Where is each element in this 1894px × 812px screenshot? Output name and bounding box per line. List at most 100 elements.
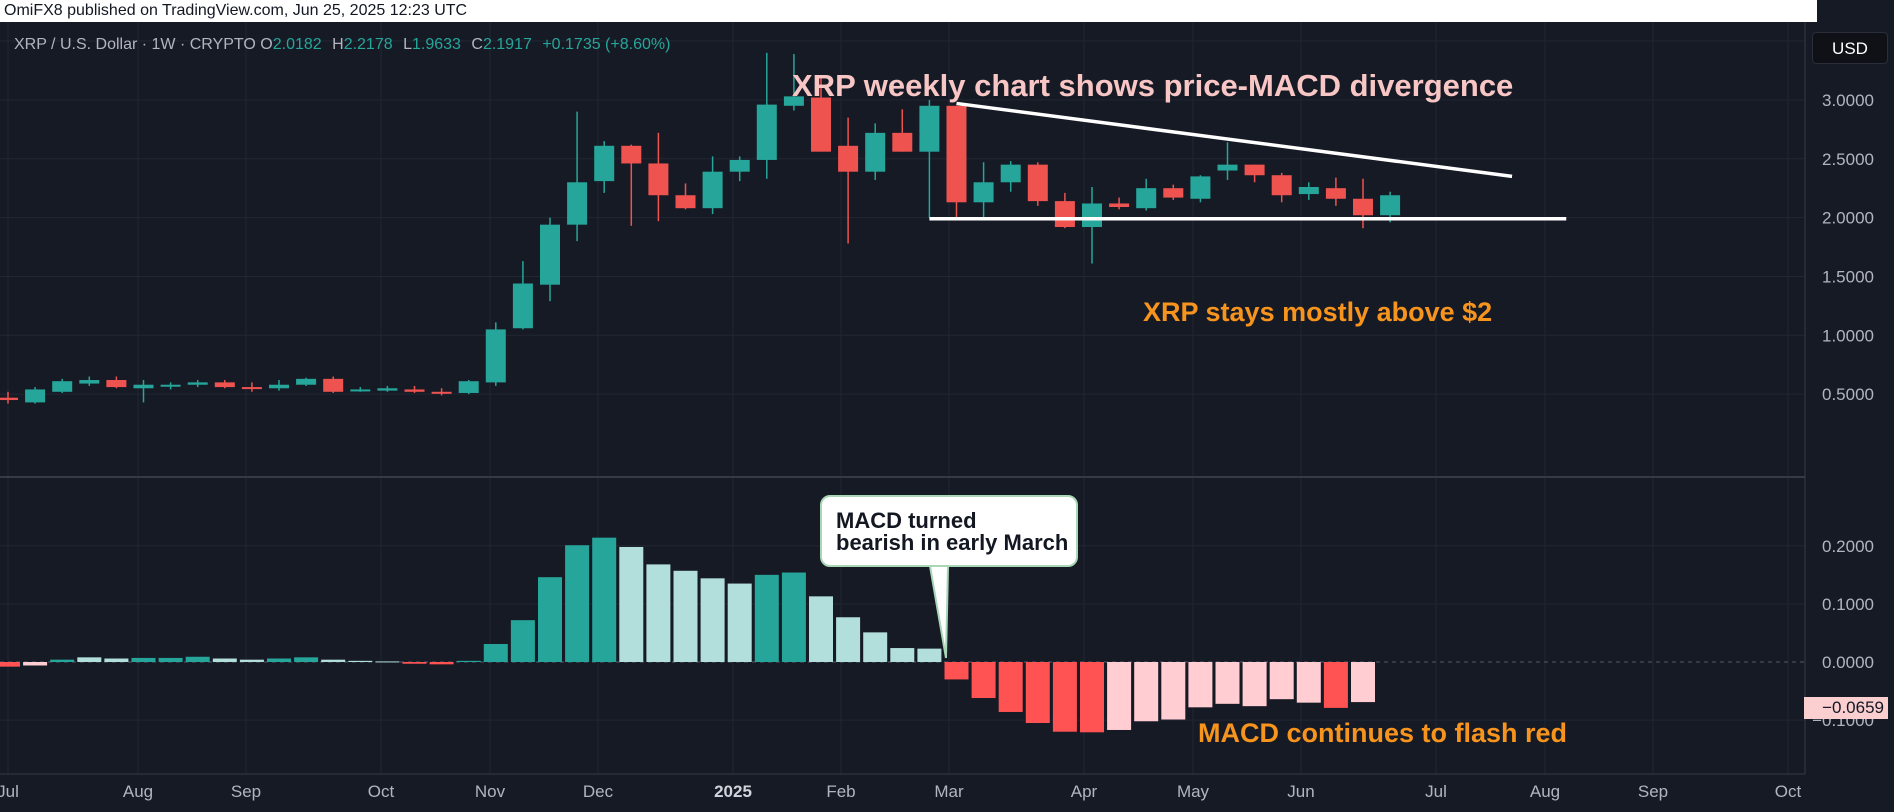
candle — [350, 387, 371, 392]
change-value: +0.1735 (+8.60%) — [542, 36, 671, 53]
candle-body — [648, 163, 669, 196]
candle-body — [865, 132, 886, 172]
macd-red-annotation: MACD continues to flash red — [1198, 718, 1568, 748]
candle-body — [485, 329, 506, 383]
macd-bar — [1351, 662, 1375, 703]
macd-bar — [77, 657, 102, 662]
candle — [1109, 197, 1130, 210]
candle — [296, 377, 317, 386]
candle-body — [269, 384, 289, 389]
candle-body — [1082, 203, 1102, 228]
macd-bar — [538, 577, 562, 662]
candle-body — [1271, 175, 1292, 196]
candle-body — [431, 391, 452, 394]
close-label: C — [471, 36, 483, 53]
candle-body — [594, 145, 615, 182]
time-tick-label: Nov — [475, 782, 506, 801]
candle-body — [1380, 195, 1401, 216]
candle — [1353, 178, 1373, 229]
macd-bar — [510, 620, 535, 662]
price-tick-label: 2.0000 — [1822, 209, 1874, 228]
candle — [160, 382, 181, 390]
candle-body — [1136, 188, 1157, 209]
candle — [729, 156, 750, 182]
candle-body — [1217, 164, 1238, 171]
macd-bar — [294, 657, 319, 662]
candle — [269, 380, 289, 391]
macd-bar — [1107, 662, 1132, 730]
macd-histogram — [0, 537, 1375, 733]
candlesticks — [0, 52, 1401, 404]
candle — [1027, 162, 1048, 206]
macd-bar — [673, 570, 698, 662]
candle — [756, 52, 777, 179]
macd-bar — [619, 546, 644, 662]
macd-bar — [1269, 662, 1294, 700]
candle — [567, 111, 588, 242]
drawn-lines — [929, 101, 1567, 221]
candle — [106, 376, 127, 389]
candle — [214, 380, 235, 389]
time-tick-label: Feb — [826, 782, 855, 801]
macd-bar — [429, 662, 454, 665]
candle-body — [350, 389, 371, 392]
candle — [0, 391, 18, 404]
candle-body — [1027, 164, 1048, 202]
candle — [512, 261, 533, 330]
candle — [1190, 175, 1211, 203]
macd-bar — [1080, 662, 1104, 733]
candle — [404, 385, 425, 393]
macd-bar — [998, 662, 1023, 712]
macd-bar — [23, 662, 48, 666]
macd-bar — [971, 662, 996, 699]
macd-bar — [267, 658, 291, 662]
time-tick-label: 2025 — [714, 782, 752, 801]
chart-title-annotation: XRP weekly chart shows price-MACD diverg… — [792, 68, 1514, 103]
macd-bar — [321, 659, 346, 662]
time-tick-label: Aug — [1530, 782, 1560, 801]
descending-trendline — [956, 101, 1513, 179]
candle — [783, 53, 804, 111]
candle — [79, 376, 100, 386]
time-tick-label: Dec — [583, 782, 614, 801]
candle-body — [458, 381, 479, 393]
candle-body — [1325, 188, 1346, 199]
time-tick-label: May — [1177, 782, 1210, 801]
candle — [485, 322, 506, 386]
candle — [594, 141, 615, 193]
candle — [133, 380, 154, 403]
open-label: O — [260, 36, 273, 53]
candle-body — [567, 182, 588, 225]
macd-tick-label: 0.2000 — [1822, 537, 1874, 556]
macd-bar — [1025, 662, 1050, 724]
support-annotation: XRP stays mostly above $2 — [1143, 297, 1493, 327]
macd-bar — [863, 632, 888, 662]
symbol-legend: XRP / U.S. Dollar · 1W · CRYPTO O2.0182 … — [14, 36, 676, 54]
macd-bar — [1242, 662, 1267, 707]
macd-bar — [1215, 662, 1240, 704]
candle-body — [1109, 203, 1130, 208]
currency-button[interactable]: USD — [1812, 32, 1888, 64]
candle — [1325, 177, 1346, 206]
time-tick-label: Jun — [1287, 782, 1314, 801]
candle-body — [79, 380, 100, 384]
close-value: 2.1917 — [482, 36, 532, 53]
candle-body — [214, 382, 235, 388]
candle — [1244, 164, 1265, 183]
candle-body — [540, 224, 560, 285]
candle-body — [296, 378, 317, 385]
header-corner — [1817, 0, 1894, 22]
macd-bar — [348, 660, 373, 662]
low-value: 1.9633 — [411, 36, 461, 53]
time-tick-label: Jul — [1425, 782, 1447, 801]
macd-bar — [727, 583, 752, 662]
macd-bar — [131, 657, 156, 662]
macd-bar — [1296, 662, 1321, 703]
candle — [838, 117, 859, 244]
macd-bar — [646, 564, 671, 662]
macd-bar — [781, 572, 806, 662]
candle-body — [675, 195, 696, 209]
macd-tick-label: 0.0000 — [1822, 653, 1874, 672]
candle — [1217, 142, 1238, 180]
candle-body — [919, 105, 940, 152]
